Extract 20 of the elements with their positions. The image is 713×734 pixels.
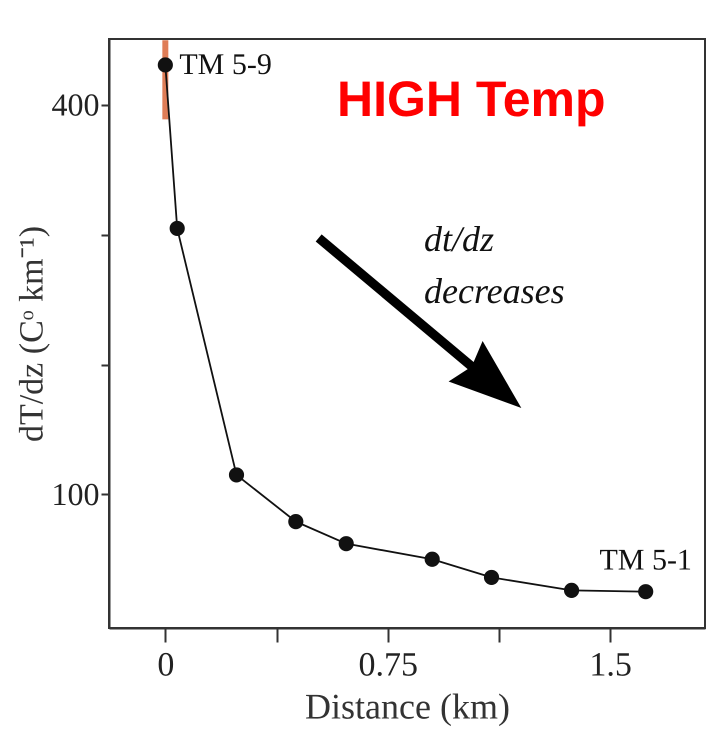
annotation: HIGH Temp bbox=[337, 71, 606, 127]
y-axis-title: dT/dz (Cᵒ km⁻¹) bbox=[14, 226, 50, 442]
x-axis-title: Distance (km) bbox=[305, 686, 510, 726]
annotation: TM 5-9 bbox=[179, 48, 272, 81]
point bbox=[638, 584, 654, 600]
point bbox=[424, 552, 440, 567]
x-tick-label: 0 bbox=[157, 646, 174, 684]
point bbox=[228, 467, 244, 482]
point bbox=[338, 536, 354, 552]
point bbox=[288, 514, 304, 530]
y-tick-label: 400 bbox=[52, 86, 100, 123]
annotation: dt/dz decreases bbox=[424, 219, 565, 311]
x-tick-label: 1.5 bbox=[589, 646, 632, 684]
point bbox=[170, 220, 185, 236]
point bbox=[564, 582, 580, 598]
point bbox=[158, 57, 173, 73]
y-tick-label: 100 bbox=[52, 476, 100, 512]
x-tick-label: 0.75 bbox=[358, 646, 418, 684]
annotation: TM 5-1 bbox=[599, 544, 692, 577]
point bbox=[484, 570, 500, 585]
